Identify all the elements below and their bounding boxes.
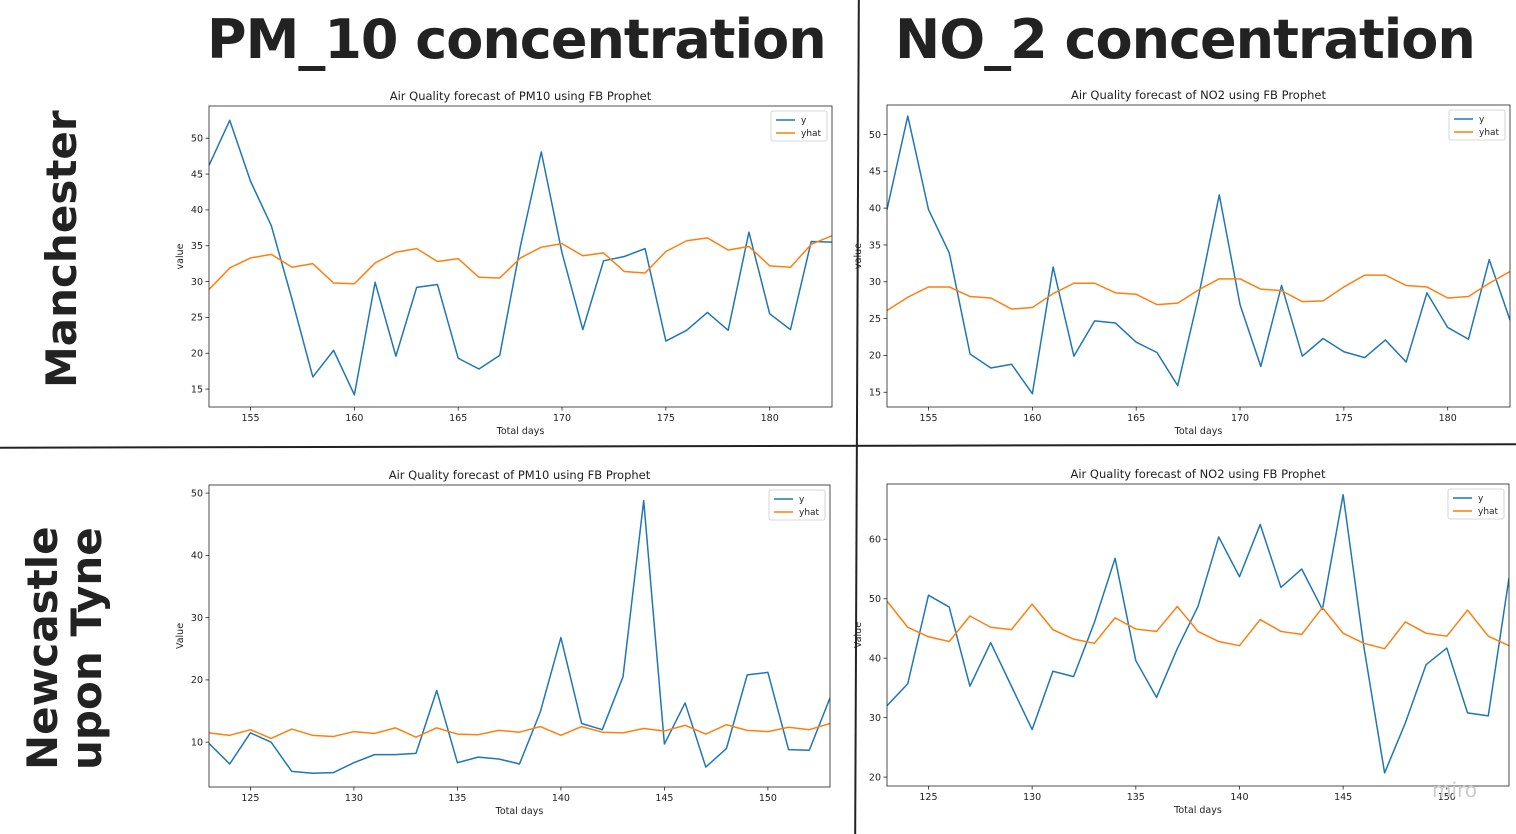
y-tick-label-40: 40 — [869, 653, 881, 664]
plot-frame — [886, 483, 1510, 787]
no2-column-header: NO_2 concentration — [895, 8, 1476, 71]
y-axis-label: value — [853, 243, 864, 269]
x-tick-label-165: 165 — [1127, 413, 1145, 424]
plot-frame — [208, 105, 833, 408]
newcastle-row-label-line-2: upon Tyne — [62, 527, 112, 770]
chart-manchester-no2: Air Quality forecast of NO2 using FB Pro… — [853, 88, 1511, 437]
y-tick-label-30: 30 — [869, 277, 881, 288]
legend-label-y: y — [1478, 494, 1484, 504]
y-tick-label-25: 25 — [869, 314, 881, 325]
x-axis-label: Total days — [495, 806, 544, 817]
plot-area — [887, 484, 1509, 786]
y-tick-label-20: 20 — [869, 772, 881, 783]
y-tick-label-45: 45 — [191, 169, 203, 180]
y-tick-label-35: 35 — [191, 241, 203, 252]
legend-label-y: y — [799, 495, 805, 505]
x-tick-label-160: 160 — [1023, 413, 1041, 424]
y-tick-label-25: 25 — [191, 313, 203, 324]
y-tick-label-15: 15 — [869, 388, 881, 399]
series-line-yhat — [887, 270, 1510, 312]
x-tick-label-140: 140 — [552, 793, 570, 804]
x-tick-label-125: 125 — [241, 793, 259, 804]
manchester-row-label-line: Manchester — [37, 110, 86, 388]
x-tick-label-170: 170 — [1231, 413, 1249, 424]
plot-area — [209, 106, 832, 407]
newcastle-row-label: Newcastle upon Tyne — [18, 526, 115, 770]
pm10-column-header: PM_10 concentration — [207, 8, 827, 71]
series-line-y — [209, 119, 832, 396]
series-line-yhat — [887, 600, 1509, 650]
y-tick-label-45: 45 — [869, 167, 881, 178]
x-tick-label-155: 155 — [919, 413, 937, 424]
chart-title: Air Quality forecast of PM10 using FB Pr… — [390, 89, 652, 103]
chart-newcastle-no2: Air Quality forecast of NO2 using FB Pro… — [853, 467, 1510, 816]
legend-label-yhat: yhat — [1479, 128, 1500, 138]
x-tick-label-135: 135 — [448, 793, 466, 804]
y-tick-label-30: 30 — [191, 277, 203, 288]
plot-area — [209, 485, 830, 787]
x-tick-label-170: 170 — [553, 413, 571, 424]
y-tick-label-10: 10 — [191, 737, 203, 748]
y-tick-label-30: 30 — [869, 713, 881, 724]
y-tick-label-20: 20 — [191, 675, 203, 686]
x-tick-label-175: 175 — [657, 413, 675, 424]
y-tick-label-30: 30 — [191, 613, 203, 624]
y-tick-label-60: 60 — [869, 535, 881, 546]
x-axis-label: Total days — [1174, 426, 1223, 437]
series-line-y — [209, 499, 830, 775]
y-tick-label-20: 20 — [869, 351, 881, 362]
plot-frame — [886, 104, 1511, 408]
series-line-y — [887, 493, 1509, 774]
x-axis-label: Total days — [1173, 805, 1222, 816]
x-tick-label-150: 150 — [759, 793, 777, 804]
y-tick-label-40: 40 — [191, 205, 203, 216]
series-line-yhat — [209, 235, 832, 290]
y-tick-label-35: 35 — [869, 240, 881, 251]
legend-label-yhat: yhat — [1478, 507, 1499, 517]
y-tick-label-50: 50 — [191, 488, 203, 499]
miro-watermark: miro — [1432, 778, 1478, 802]
x-tick-label-130: 130 — [345, 793, 363, 804]
y-tick-label-15: 15 — [191, 384, 203, 395]
newcastle-row-label-line-1: Newcastle — [18, 526, 67, 770]
x-axis-label: Total days — [496, 426, 545, 437]
y-axis-label: Value — [175, 623, 186, 649]
x-tick-label-125: 125 — [919, 792, 937, 803]
manchester-row-label: Manchester — [37, 110, 86, 388]
legend-label-yhat: yhat — [799, 508, 820, 518]
y-tick-label-50: 50 — [869, 130, 881, 141]
y-axis-label: Value — [853, 622, 864, 648]
y-tick-label-50: 50 — [191, 134, 203, 145]
x-tick-label-165: 165 — [449, 413, 467, 424]
y-tick-label-40: 40 — [191, 551, 203, 562]
x-tick-label-155: 155 — [241, 413, 259, 424]
x-tick-label-180: 180 — [761, 413, 779, 424]
plot-frame — [208, 484, 831, 788]
chart-title: Air Quality forecast of PM10 using FB Pr… — [389, 468, 651, 482]
y-tick-label-40: 40 — [869, 203, 881, 214]
x-tick-label-180: 180 — [1439, 413, 1457, 424]
series-line-y — [887, 115, 1510, 395]
y-tick-label-50: 50 — [869, 594, 881, 605]
y-tick-label-20: 20 — [191, 349, 203, 360]
x-tick-label-145: 145 — [655, 793, 673, 804]
x-tick-label-150: 150 — [1438, 792, 1456, 803]
x-tick-label-135: 135 — [1127, 792, 1145, 803]
horizontal-divider — [0, 443, 1516, 449]
legend-label-y: y — [1479, 115, 1485, 125]
chart-manchester-pm10: Air Quality forecast of PM10 using FB Pr… — [175, 89, 833, 437]
chart-title: Air Quality forecast of NO2 using FB Pro… — [1071, 88, 1327, 102]
plot-area — [887, 105, 1510, 407]
x-tick-label-145: 145 — [1334, 792, 1352, 803]
series-line-yhat — [209, 722, 830, 740]
x-tick-label-130: 130 — [1023, 792, 1041, 803]
legend-label-yhat: yhat — [801, 129, 822, 139]
x-tick-label-140: 140 — [1230, 792, 1248, 803]
y-axis-label: value — [175, 243, 186, 269]
legend-label-y: y — [801, 116, 807, 126]
x-tick-label-160: 160 — [345, 413, 363, 424]
chart-newcastle-pm10: Air Quality forecast of PM10 using FB Pr… — [175, 468, 831, 817]
x-tick-label-175: 175 — [1335, 413, 1353, 424]
chart-title: Air Quality forecast of NO2 using FB Pro… — [1070, 467, 1326, 481]
